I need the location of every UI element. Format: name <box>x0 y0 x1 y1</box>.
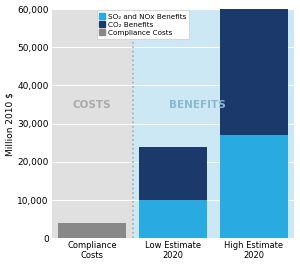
Bar <box>220 135 288 238</box>
Bar <box>133 9 294 238</box>
Bar <box>139 200 207 238</box>
Bar <box>52 9 133 238</box>
Text: BENEFITS: BENEFITS <box>169 99 226 110</box>
Bar <box>58 223 127 238</box>
Text: COSTS: COSTS <box>73 99 111 110</box>
Y-axis label: Million 2010 $: Million 2010 $ <box>6 92 15 156</box>
Bar <box>139 147 207 200</box>
Legend: SO₂ and NOx Benefits, CO₂ Benefits, Compliance Costs: SO₂ and NOx Benefits, CO₂ Benefits, Comp… <box>97 10 189 39</box>
Bar <box>220 9 288 135</box>
